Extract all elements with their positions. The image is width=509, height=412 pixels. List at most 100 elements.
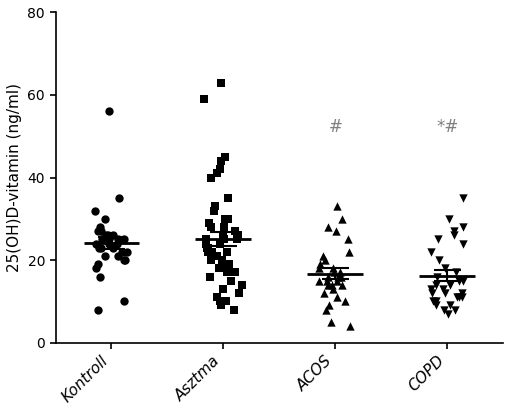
Point [321,257,329,263]
Point [335,269,344,276]
Point [431,281,439,288]
Point [91,207,99,214]
Point [457,294,465,300]
Point [95,224,103,230]
Point [337,215,346,222]
Point [445,302,454,309]
Point [120,236,128,243]
Point [97,228,105,234]
Point [92,265,100,272]
Point [332,277,341,284]
Point [216,240,224,247]
Point [216,166,224,173]
Point [322,277,330,284]
Point [104,236,112,243]
Point [96,273,104,280]
Point [204,244,212,251]
Point [332,294,340,300]
Point [458,224,466,230]
Text: *#: *# [435,118,458,136]
Point [115,195,123,201]
Point [439,306,447,313]
Point [426,286,434,292]
Point [328,281,336,288]
Point [219,224,228,230]
Point [207,257,215,263]
Point [104,240,112,247]
Point [332,203,341,210]
Point [97,244,105,251]
Point [337,281,345,288]
Point [91,240,99,247]
Point [458,240,466,247]
Point [123,248,131,255]
Point [324,224,332,230]
Point [206,224,214,230]
Point [207,174,215,181]
Point [440,290,448,296]
Point [321,306,329,313]
Point [104,232,112,239]
Point [102,232,110,239]
Point [434,257,442,263]
Point [95,244,103,251]
Y-axis label: 25(OH)D-vitamin (ng/ml): 25(OH)D-vitamin (ng/ml) [7,83,22,272]
Point [216,298,224,304]
Point [433,236,441,243]
Point [344,248,352,255]
Point [219,265,227,272]
Point [316,261,324,267]
Point [205,273,213,280]
Point [323,281,331,288]
Point [323,273,331,280]
Point [208,253,216,259]
Point [217,257,225,263]
Point [333,273,342,280]
Point [426,248,434,255]
Point [238,281,246,288]
Point [324,302,332,309]
Point [459,277,467,284]
Point [458,195,466,201]
Point [331,228,339,234]
Point [216,158,224,164]
Point [221,298,230,304]
Point [451,269,460,276]
Point [203,244,211,251]
Point [108,232,117,239]
Point [120,298,128,304]
Point [117,248,125,255]
Point [445,281,454,288]
Point [231,269,239,276]
Point [104,108,112,115]
Point [223,195,232,201]
Point [120,257,128,263]
Point [230,228,238,234]
Point [220,215,228,222]
Point [216,302,224,309]
Point [202,236,210,243]
Point [210,207,218,214]
Point [340,298,348,304]
Point [208,248,216,255]
Point [203,248,211,255]
Point [455,294,463,300]
Point [449,232,457,239]
Point [93,261,101,267]
Point [443,310,451,317]
Point [97,236,105,243]
Point [319,290,327,296]
Point [222,269,230,276]
Point [219,232,227,239]
Point [216,79,224,86]
Point [431,298,439,304]
Point [450,306,458,313]
Point [224,215,232,222]
Point [219,286,227,292]
Point [440,265,448,272]
Point [114,253,122,259]
Point [202,240,210,247]
Point [428,298,436,304]
Point [109,244,117,251]
Point [455,277,463,284]
